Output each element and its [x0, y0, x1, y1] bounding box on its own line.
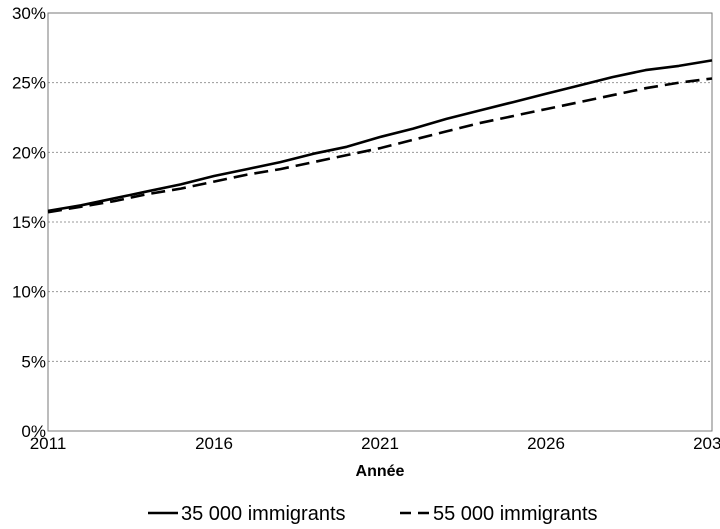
y-tick-label: 30% — [12, 4, 46, 23]
y-tick-label: 15% — [12, 213, 46, 232]
legend-label-1: 35 000 immigrants — [181, 503, 346, 525]
plot-area-frame — [47, 12, 713, 432]
series-line-2 — [47, 77, 713, 214]
x-tick-label: 2031 — [693, 434, 720, 453]
legend-label-2: 55 000 immigrants — [433, 503, 598, 525]
x-axis-title: Année — [356, 463, 405, 480]
x-tick-label: 2021 — [361, 434, 399, 453]
y-tick-label: 25% — [12, 74, 46, 93]
x-axis-tick-labels: 2011 2016 2021 2026 2031 — [30, 434, 720, 453]
series-line-1 — [47, 59, 713, 213]
x-tick-label: 2026 — [527, 434, 565, 453]
x-tick-label: 2011 — [30, 434, 67, 453]
gridlines — [48, 82, 712, 362]
y-tick-label: 5% — [21, 352, 46, 371]
x-tick-label: 2016 — [195, 434, 233, 453]
y-axis-tick-labels: 0% 5% 10% 15% 20% 25% 30% — [12, 4, 46, 441]
y-tick-label: 20% — [12, 143, 46, 162]
y-tick-label: 10% — [12, 283, 46, 302]
y-tick-label: 0% — [21, 422, 46, 441]
series-lines — [47, 59, 713, 214]
legend: 35 000 immigrants 55 000 immigrants — [148, 503, 598, 525]
